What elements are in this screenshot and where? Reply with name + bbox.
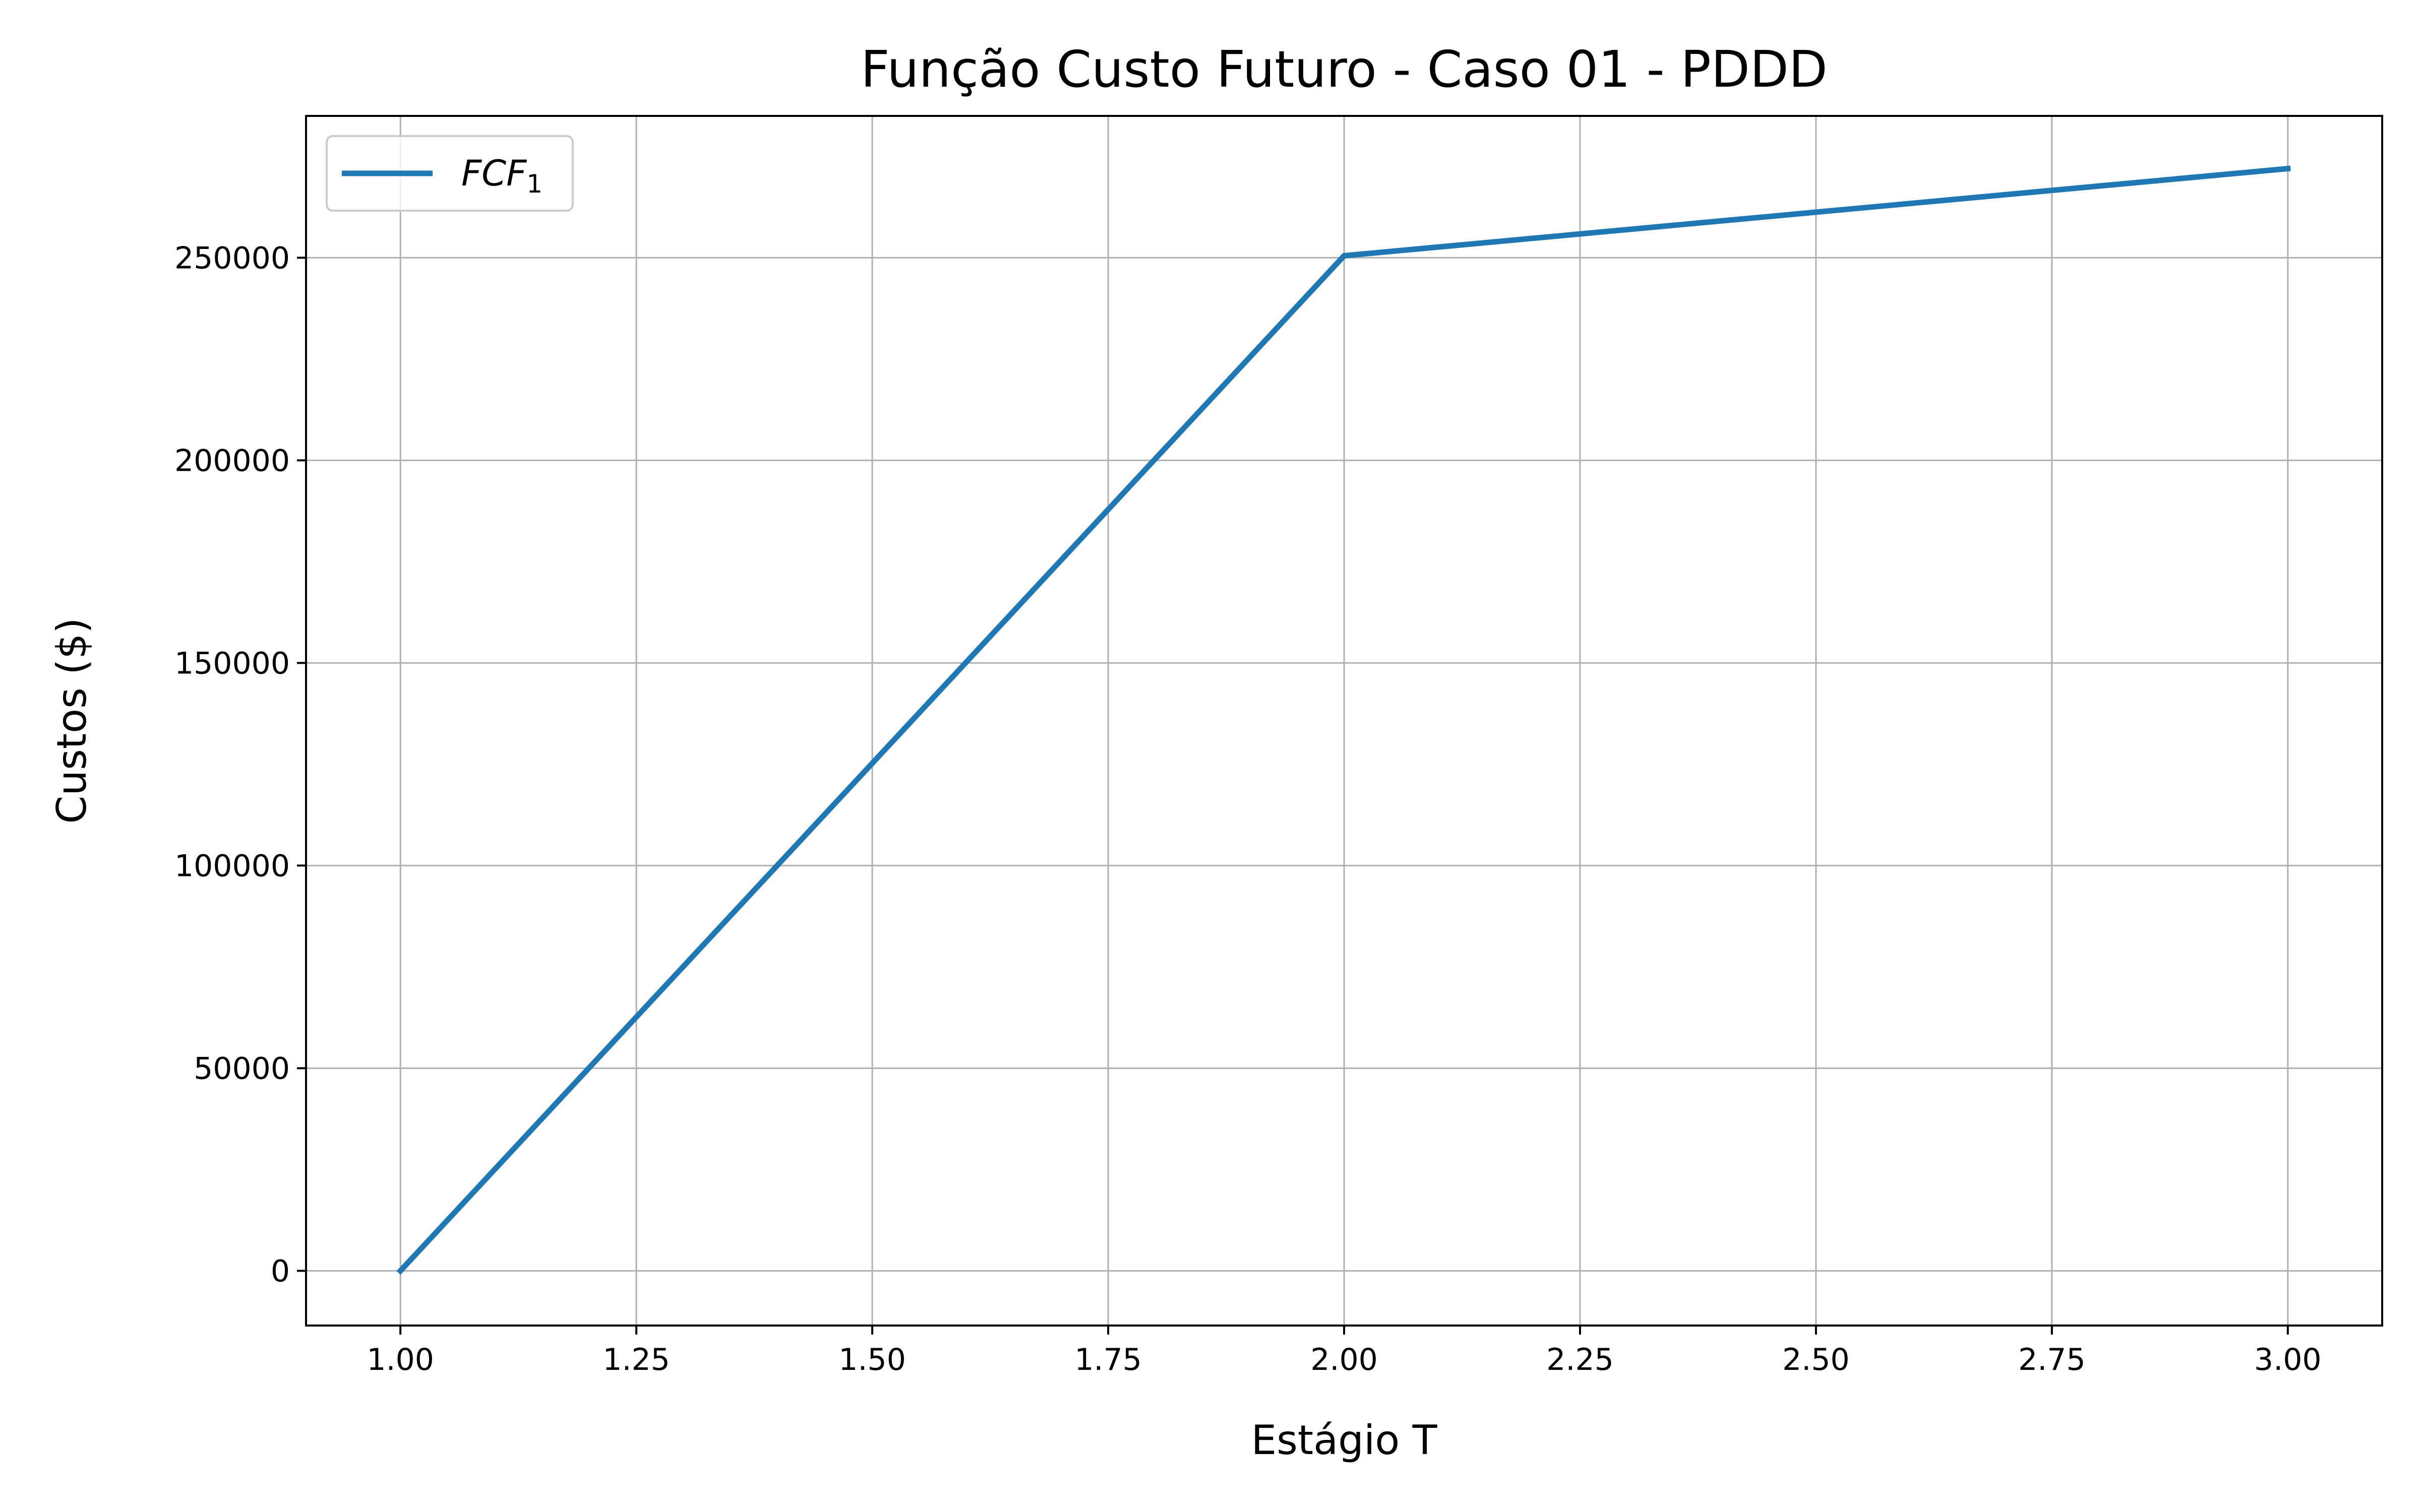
x-tick-label: 2.75 — [2018, 1342, 2086, 1377]
y-tick-label: 50000 — [194, 1051, 290, 1086]
legend-label-subscript: 1 — [526, 169, 542, 199]
x-tick-label: 1.00 — [367, 1342, 434, 1377]
y-tick-label: 250000 — [174, 240, 290, 276]
y-tick-label: 0 — [271, 1253, 290, 1289]
legend-label-fcf1: FCF1 — [461, 153, 542, 199]
chart-title: Função Custo Futuro - Caso 01 - PDDD — [861, 40, 1828, 99]
y-axis-label: Custos ($) — [48, 618, 95, 824]
x-tick-label: 1.50 — [838, 1342, 906, 1377]
x-tick-label: 2.25 — [1546, 1342, 1614, 1377]
legend: FCF1 — [326, 135, 574, 212]
series-line-fcf1 — [396, 165, 2291, 1275]
x-tick-label: 2.00 — [1310, 1342, 1378, 1377]
grid-lines — [306, 116, 2382, 1326]
y-tick-label: 150000 — [174, 646, 290, 681]
legend-label-base: FCF — [461, 153, 527, 194]
x-tick-label: 1.25 — [602, 1342, 670, 1377]
series-layer — [396, 165, 2291, 1275]
y-tick-label: 100000 — [174, 848, 290, 884]
x-tick-label: 1.75 — [1074, 1342, 1142, 1377]
x-tick-label: 2.50 — [1782, 1342, 1850, 1377]
x-axis-label: Estágio T — [1251, 1417, 1438, 1464]
y-tick-label: 200000 — [174, 443, 290, 478]
axis-ticks: 1.00 1.25 1.50 1.75 2.00 2.25 2.50 2.75 3.00 0 500… — [174, 240, 2322, 1377]
legend-box — [326, 135, 574, 212]
x-tick-label: 3.00 — [2254, 1342, 2322, 1377]
